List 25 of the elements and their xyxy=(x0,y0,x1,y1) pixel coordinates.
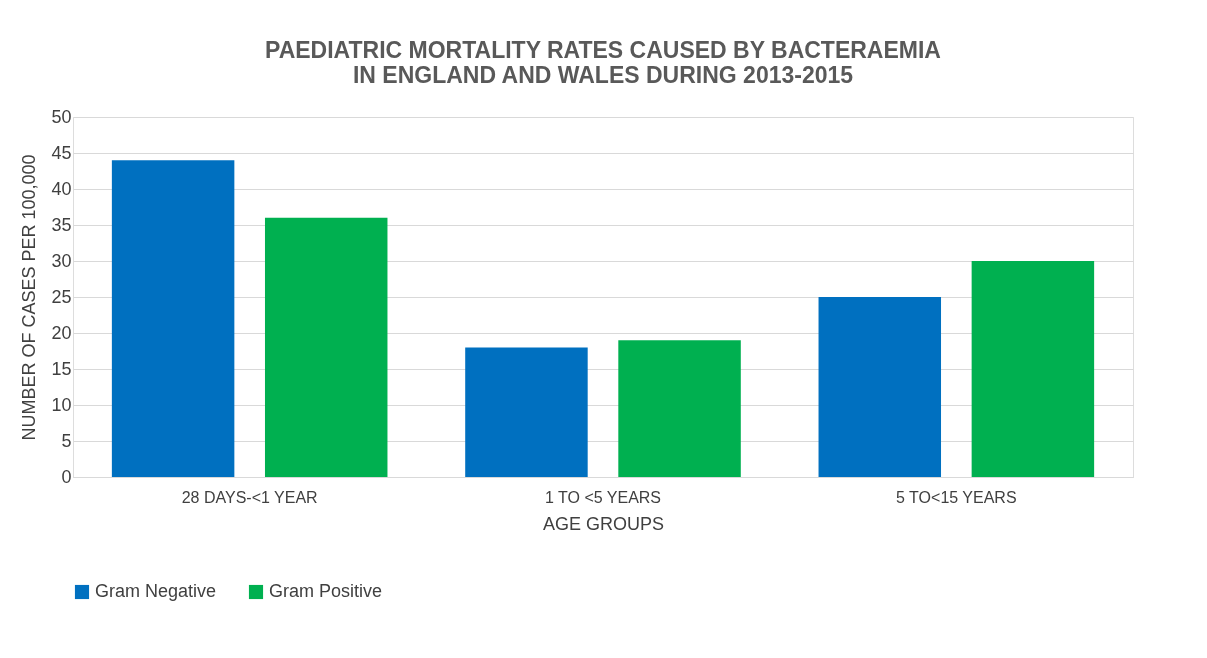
legend-label: Gram Negative xyxy=(95,581,217,601)
x-tick-label: 28 DAYS-<1 YEAR xyxy=(181,488,318,506)
y-tick-label: 50 xyxy=(51,106,72,127)
x-axis-title: AGE GROUPS xyxy=(542,513,665,534)
y-tick-label: 30 xyxy=(51,250,72,271)
y-tick-label: 15 xyxy=(51,358,72,379)
x-tick-label: 5 TO<15 YEARS xyxy=(896,488,1017,506)
bar xyxy=(264,217,388,477)
y-axis-title: NUMBER OF CASES PER 100,000 xyxy=(19,154,40,441)
legend-label: Gram Positive xyxy=(269,581,383,601)
bar xyxy=(971,261,1095,477)
x-tick-label: 1 TO <5 YEARS xyxy=(544,488,662,506)
y-tick-label: 40 xyxy=(51,178,72,199)
bar xyxy=(618,340,741,477)
y-tick-label: 35 xyxy=(51,214,72,235)
bar xyxy=(111,160,235,477)
chart-title: PAEDIATRIC MORTALITY RATES CAUSED BY BACTERAEMIA IN ENGLAND AND WALES DURING 2013-2015 xyxy=(265,37,941,88)
y-tick-label: 10 xyxy=(51,394,72,415)
y-tick-label: 45 xyxy=(51,142,72,163)
bar xyxy=(818,297,942,477)
bar xyxy=(465,347,588,477)
y-tick-label: 5 xyxy=(61,430,72,451)
y-tick-label: 0 xyxy=(61,466,72,487)
y-tick-label: 20 xyxy=(51,322,72,343)
y-tick-label: 25 xyxy=(51,286,72,307)
